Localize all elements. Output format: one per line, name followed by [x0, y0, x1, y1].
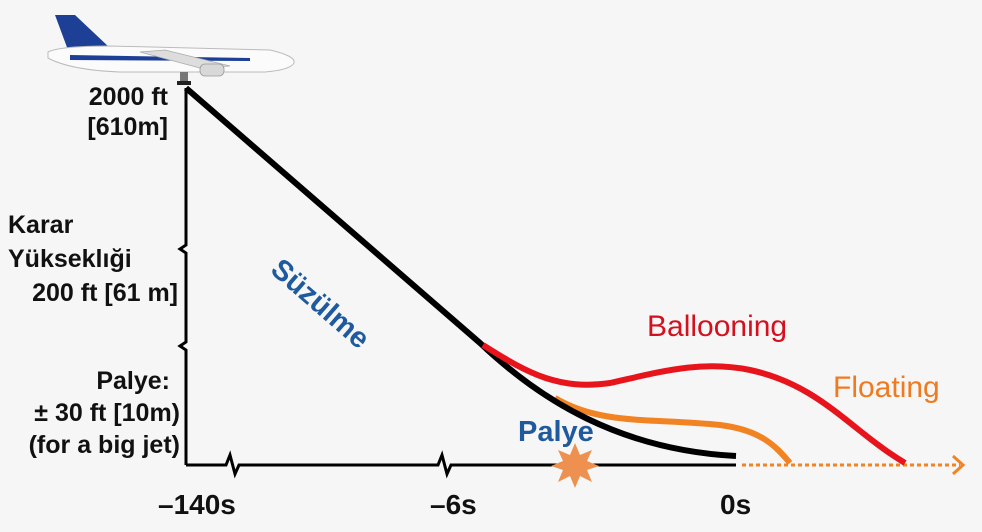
- altitude-top-ft: 2000 ft: [88, 83, 168, 111]
- altitude-top-m: [610m]: [87, 113, 168, 141]
- floating-curve: [553, 395, 793, 465]
- burst-star-icon: [551, 443, 599, 488]
- decision-height-line3: 200 ft [61 m]: [32, 279, 178, 307]
- flare-line3: (for a big jet): [28, 431, 180, 459]
- ballooning-label: Ballooning: [647, 310, 788, 343]
- floating-label: Floating: [833, 371, 940, 404]
- decision-height-line1: Karar: [8, 211, 74, 239]
- flare-line1: Palye:: [96, 367, 170, 395]
- glide-path: [184, 85, 737, 459]
- decision-height-line2: Yükseklıği: [8, 245, 132, 273]
- ballooning-curve: [481, 342, 907, 466]
- arrowhead-icon: [951, 454, 966, 476]
- airplane-icon: [47, 15, 295, 85]
- flare-line2: ± 30 ft [10m): [34, 399, 180, 427]
- altitude-axis: [177, 88, 188, 465]
- time-label-0s: 0s: [720, 489, 752, 520]
- time-label-6s: –6s: [430, 489, 477, 520]
- time-label-140s: –140s: [158, 489, 236, 520]
- flare-label: Palye: [518, 416, 594, 448]
- time-axis: [186, 450, 736, 479]
